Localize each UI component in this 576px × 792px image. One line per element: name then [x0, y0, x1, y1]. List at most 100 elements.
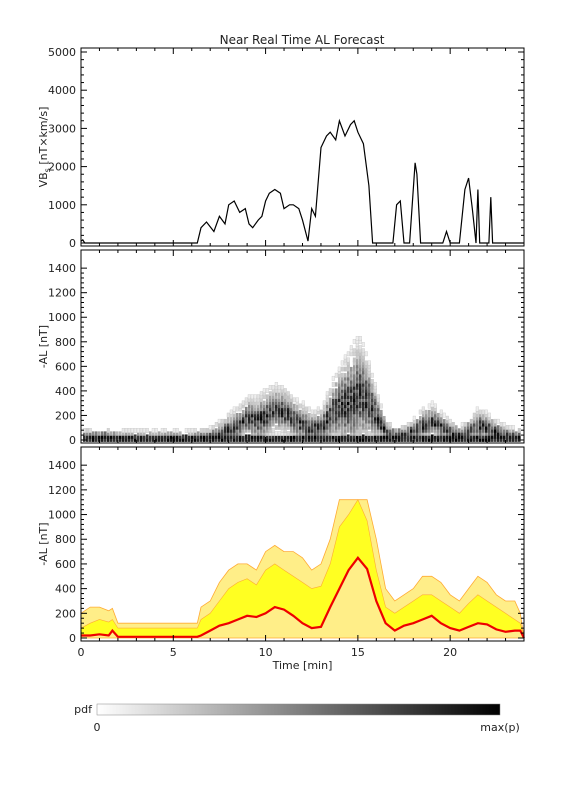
pdf-cell	[500, 425, 503, 430]
pdf-cell	[494, 437, 497, 442]
pdf-cell	[284, 409, 287, 415]
pdf-cell	[230, 437, 233, 442]
pdf-cell	[284, 400, 287, 406]
pdf-cell	[359, 369, 362, 375]
pdf-cell	[377, 416, 380, 421]
pdf-cell	[158, 431, 161, 436]
panel-mid-ytick-label: 0	[69, 434, 76, 447]
pdf-cell	[437, 425, 440, 430]
pdf-cell	[344, 434, 347, 439]
pdf-cell	[377, 434, 380, 439]
pdf-cell	[86, 431, 89, 436]
pdf-cell	[344, 397, 347, 403]
pdf-cell	[452, 431, 455, 436]
pdf-cell	[347, 394, 350, 399]
panel-top-ytick-label: 4000	[48, 84, 76, 97]
pdf-cell	[371, 382, 374, 387]
pdf-cell	[200, 437, 203, 442]
panel-mid-ytick-label: 800	[55, 336, 76, 349]
pdf-cell	[389, 437, 392, 442]
pdf-cell	[425, 428, 428, 433]
pdf-cell	[122, 437, 125, 442]
pdf-cell	[362, 382, 365, 387]
pdf-cell	[347, 406, 350, 412]
pdf-cell	[464, 428, 467, 433]
pdf-cell	[356, 412, 359, 418]
pdf-cell	[176, 431, 179, 436]
pdf-cell	[128, 437, 131, 442]
pdf-cell	[296, 437, 299, 442]
pdf-cell	[413, 437, 416, 442]
pdf-cell	[491, 437, 494, 442]
pdf-cell	[476, 437, 479, 442]
pdf-cell	[377, 403, 380, 409]
pdf-cell	[230, 422, 233, 427]
pdf-cell	[350, 388, 353, 393]
pdf-cell	[260, 416, 263, 421]
pdf-cell	[275, 412, 278, 418]
pdf-cell	[356, 434, 359, 439]
pdf-cell	[446, 431, 449, 436]
pdf-cell	[515, 434, 518, 439]
pdf-cell	[350, 394, 353, 399]
pdf-cell	[476, 431, 479, 436]
pdf-cell	[245, 416, 248, 421]
pdf-cell	[338, 388, 341, 393]
pdf-cell	[362, 434, 365, 439]
pdf-cell	[362, 373, 365, 378]
colorbar-label: pdf	[74, 703, 93, 716]
pdf-cell	[298, 403, 302, 409]
panel-middle-al-pdf: 0 200 400 600 800 1000 1200 1400 -AL [nT]	[37, 249, 525, 447]
pdf-cell	[505, 425, 509, 430]
pdf-cell	[386, 437, 389, 442]
pdf-cell	[119, 434, 122, 439]
pdf-cell	[493, 418, 497, 424]
pdf-cell	[290, 422, 293, 427]
pdf-cell	[368, 406, 371, 412]
pdf-cell	[335, 382, 338, 387]
pdf-cell	[269, 419, 272, 424]
pdf-cell	[368, 412, 371, 418]
pdf-cell	[320, 434, 323, 439]
pdf-cell	[377, 437, 380, 442]
pdf-cell	[455, 428, 458, 433]
pdf-cell	[473, 428, 476, 433]
pdf-cell	[341, 406, 344, 412]
pdf-cell	[367, 431, 371, 436]
pdf-cell	[461, 434, 464, 439]
pdf-cell	[374, 403, 377, 409]
pdf-cell	[497, 437, 500, 442]
pdf-cell	[338, 409, 341, 415]
pdf-cell	[293, 419, 296, 424]
pdf-cell	[329, 403, 332, 409]
pdf-cell	[260, 412, 263, 418]
pdf-cell	[326, 425, 329, 430]
pdf-cell	[284, 391, 287, 396]
pdf-cell	[272, 394, 275, 399]
pdf-cell	[125, 437, 128, 442]
pdf-cell	[287, 422, 290, 427]
pdf-cell	[344, 431, 347, 436]
pdf-cell	[341, 431, 344, 436]
pdf-cell	[326, 422, 329, 427]
pdf-cell	[278, 434, 281, 439]
vbs-series-line	[80, 118, 524, 244]
pdf-cell	[434, 434, 437, 439]
pdf-cell	[293, 437, 296, 442]
pdf-cell	[278, 412, 281, 418]
pdf-cell	[227, 422, 230, 427]
pdf-cell	[158, 437, 161, 442]
pdf-cell	[428, 428, 431, 433]
pdf-cell	[410, 434, 413, 439]
pdf-cell	[257, 406, 260, 412]
pdf-cell	[227, 437, 230, 442]
pdf-cell	[275, 416, 278, 421]
pdf-cell	[352, 357, 356, 363]
pdf-cell	[350, 437, 353, 442]
pdf-cell	[281, 397, 284, 403]
pdf-cell	[305, 434, 308, 439]
pdf-cell	[365, 385, 368, 390]
pdf-cell	[350, 428, 353, 433]
pdf-cell	[416, 428, 419, 433]
pdf-cell	[356, 419, 359, 424]
